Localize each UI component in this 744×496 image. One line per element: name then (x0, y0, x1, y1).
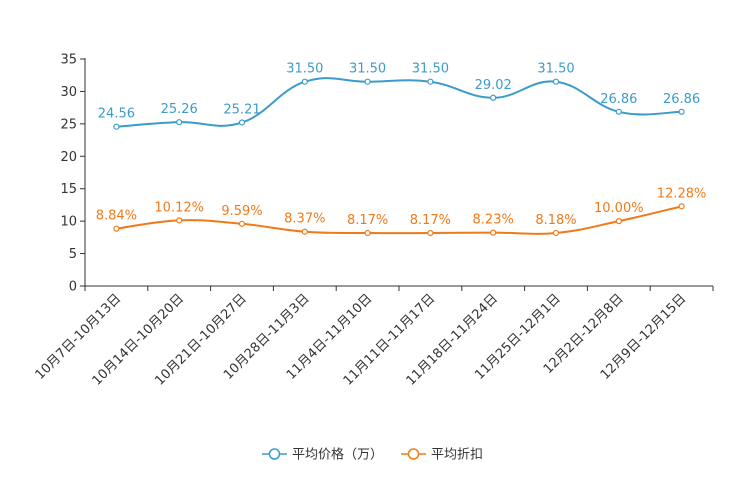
data-point[interactable] (238, 220, 246, 227)
y-tick-label: 15 (60, 182, 77, 197)
data-point[interactable] (427, 78, 434, 85)
data-label: 25.26 (161, 102, 198, 117)
data-label: 26.86 (663, 92, 700, 107)
y-tick-label: 35 (60, 53, 77, 68)
data-point[interactable] (615, 218, 622, 225)
data-label: 12.28% (657, 186, 707, 201)
data-label: 10.12% (154, 200, 204, 215)
legend-label: 平均价格（万） (292, 447, 383, 463)
data-point[interactable] (427, 229, 434, 237)
series-line (116, 205, 682, 235)
series-layer: 24.56 25.26 25.21 31.50 31.50 31.50 29.02 31.50… (96, 62, 707, 237)
data-label: 8.17% (410, 213, 451, 228)
data-label: 8.23% (473, 213, 514, 228)
legend-item-2[interactable]: 平均折扣 (401, 448, 483, 463)
data-point[interactable] (615, 108, 622, 115)
data-label: 8.18% (535, 213, 576, 228)
data-point[interactable] (678, 108, 685, 115)
legend-item-1[interactable]: 平均价格（万） (262, 447, 383, 463)
data-point[interactable] (113, 225, 120, 232)
data-point[interactable] (176, 217, 183, 224)
data-point[interactable] (552, 78, 560, 85)
y-tick-label: 30 (60, 85, 77, 100)
series-2: 8.84% 10.12% 9.59% 8.37% 8.17% 8.17% 8.23% 8.18… (96, 186, 707, 237)
data-label: 31.50 (286, 62, 323, 77)
data-label: 25.21 (223, 102, 260, 117)
data-label: 8.84% (96, 209, 137, 224)
data-point[interactable] (678, 203, 685, 210)
legend-label: 平均折扣 (431, 448, 483, 463)
data-label: 29.02 (475, 78, 512, 93)
data-point[interactable] (301, 78, 308, 85)
data-label: 26.86 (600, 92, 637, 107)
data-label: 31.50 (412, 62, 449, 77)
data-point[interactable] (490, 94, 497, 101)
y-tick-label: 5 (69, 247, 77, 262)
data-label: 31.50 (349, 62, 386, 77)
legend-marker (407, 448, 420, 460)
data-point[interactable] (238, 119, 246, 126)
data-point[interactable] (552, 229, 560, 237)
data-point[interactable] (490, 229, 497, 236)
data-point[interactable] (176, 119, 183, 126)
chart-legend[interactable]: 平均价格（万） 平均折扣 (262, 447, 483, 463)
data-point[interactable] (364, 229, 371, 237)
data-label: 9.59% (221, 204, 262, 219)
y-tick-label: 25 (60, 117, 77, 132)
data-label: 8.17% (347, 213, 388, 228)
y-tick-label: 10 (60, 215, 77, 230)
data-point[interactable] (364, 78, 371, 85)
legend-marker (268, 448, 281, 460)
data-label: 8.37% (284, 212, 325, 227)
data-point[interactable] (113, 123, 120, 130)
y-tick-label: 0 (69, 280, 77, 295)
series-1: 24.56 25.26 25.21 31.50 31.50 31.50 29.02 31.50… (98, 62, 700, 130)
data-label: 31.50 (537, 62, 574, 77)
series-line (116, 77, 682, 128)
y-tick-label: 20 (60, 150, 77, 165)
data-label: 24.56 (98, 107, 135, 122)
data-label: 10.00% (594, 201, 644, 216)
data-point[interactable] (301, 228, 308, 235)
